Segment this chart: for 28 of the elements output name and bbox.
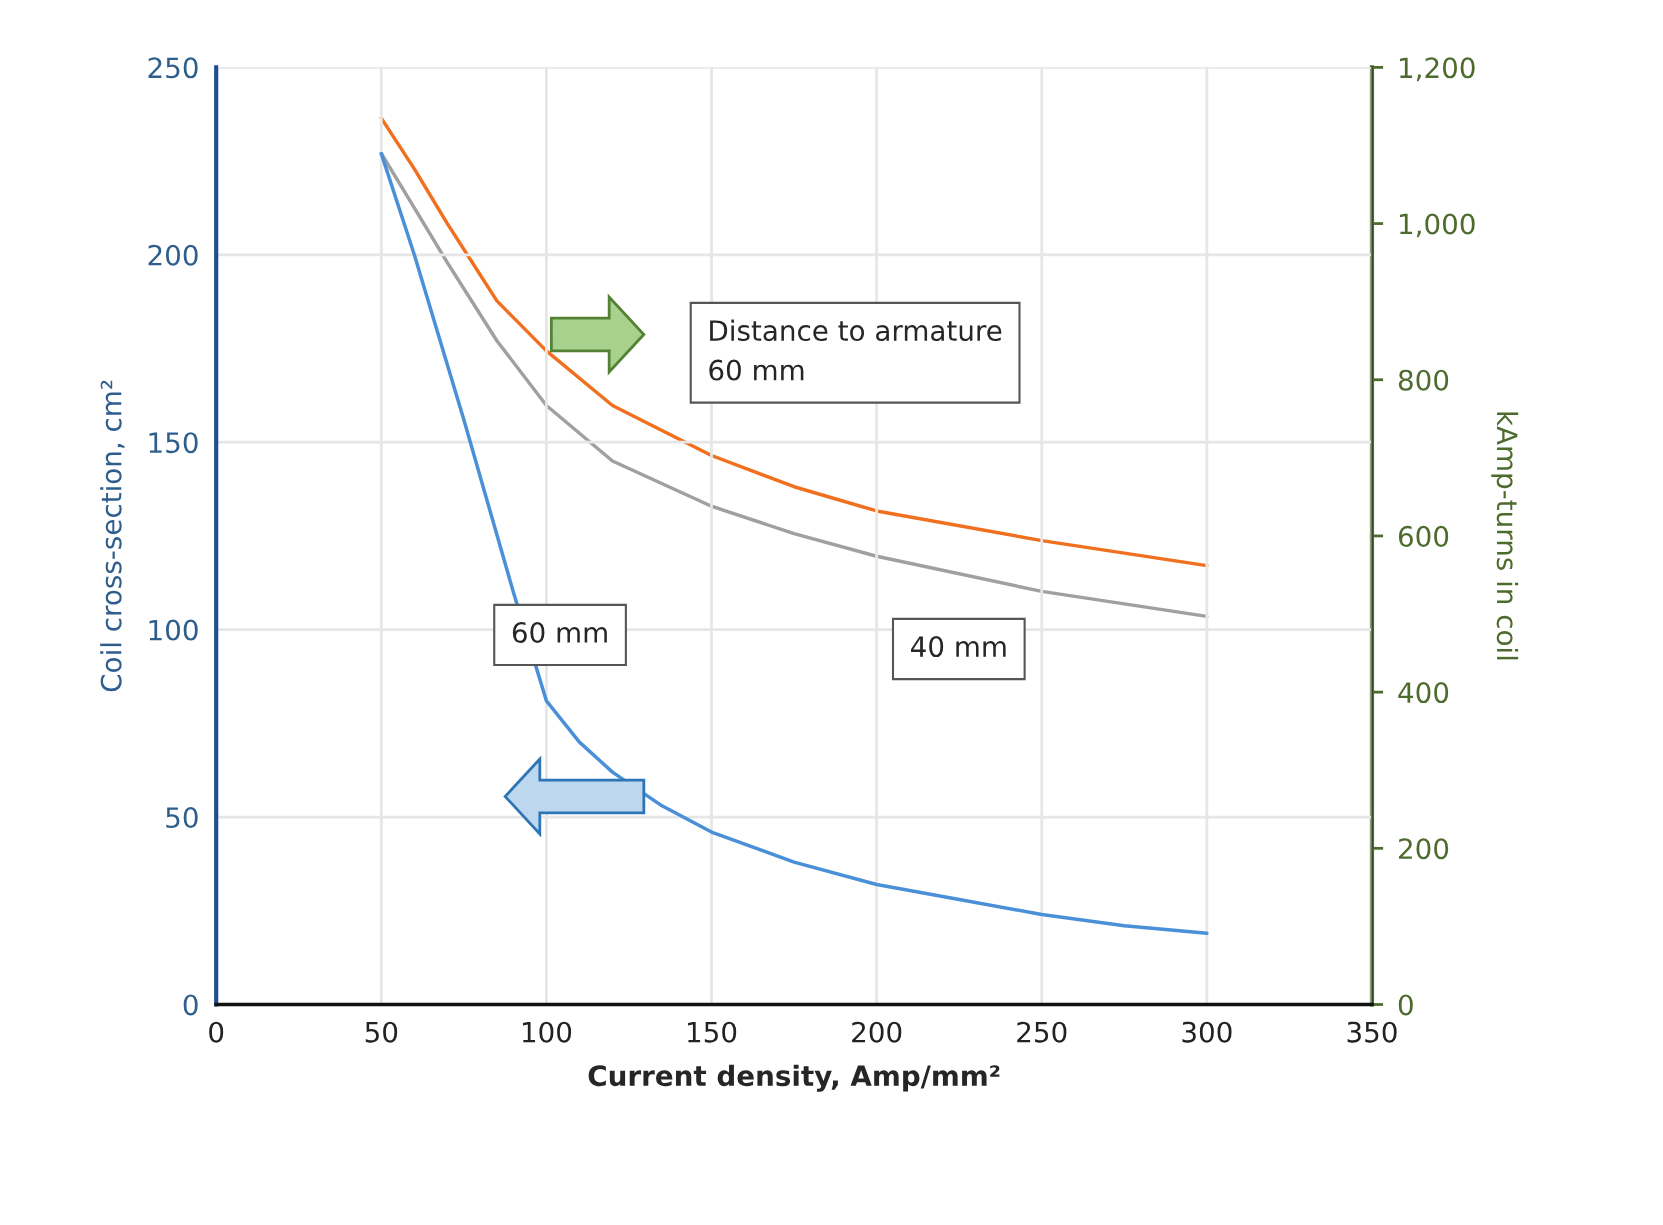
x-tick-label: 150: [688, 1021, 737, 1043]
y2-tick-label: 600: [1398, 525, 1449, 547]
x-tick-label: 350: [1347, 1021, 1397, 1043]
x-tick-label: 100: [522, 1021, 572, 1043]
y2-tick-label: 400: [1398, 682, 1449, 704]
y-tick-label: 250: [148, 57, 198, 79]
annotation: Distance to armature 60 mm: [709, 319, 1002, 381]
line-series: [379, 151, 1209, 936]
y2-tick-label: 800: [1398, 369, 1449, 391]
y2-axis-title: kAmp-turns in coil: [1491, 412, 1519, 660]
y-tick-label: 50: [166, 807, 198, 829]
y2-tick-label: 0: [1398, 994, 1413, 1016]
x-tick-label: 50: [365, 1021, 398, 1043]
y-tick-label: 0: [183, 994, 198, 1016]
x-tick-label: 0: [209, 1021, 224, 1043]
annotation: 60 mm: [512, 622, 607, 644]
y-tick-label: 150: [149, 432, 198, 454]
y2-tick-label: 1,200: [1400, 57, 1475, 82]
y-axis-title: Coil cross-section, cm²: [100, 380, 125, 692]
x-tick-label: 250: [1017, 1021, 1067, 1043]
x-tick-label: 200: [852, 1021, 902, 1043]
y-tick-label: 100: [149, 619, 198, 641]
annotation: 40 mm: [911, 636, 1006, 658]
x-axis-title: Current density, Amp/mm²: [588, 1064, 1000, 1092]
y2-tick-label: 1,000: [1400, 213, 1475, 238]
y2-tick-label: 200: [1399, 838, 1449, 860]
x-tick-label: 300: [1182, 1021, 1232, 1043]
y-tick-label: 200: [148, 244, 198, 266]
